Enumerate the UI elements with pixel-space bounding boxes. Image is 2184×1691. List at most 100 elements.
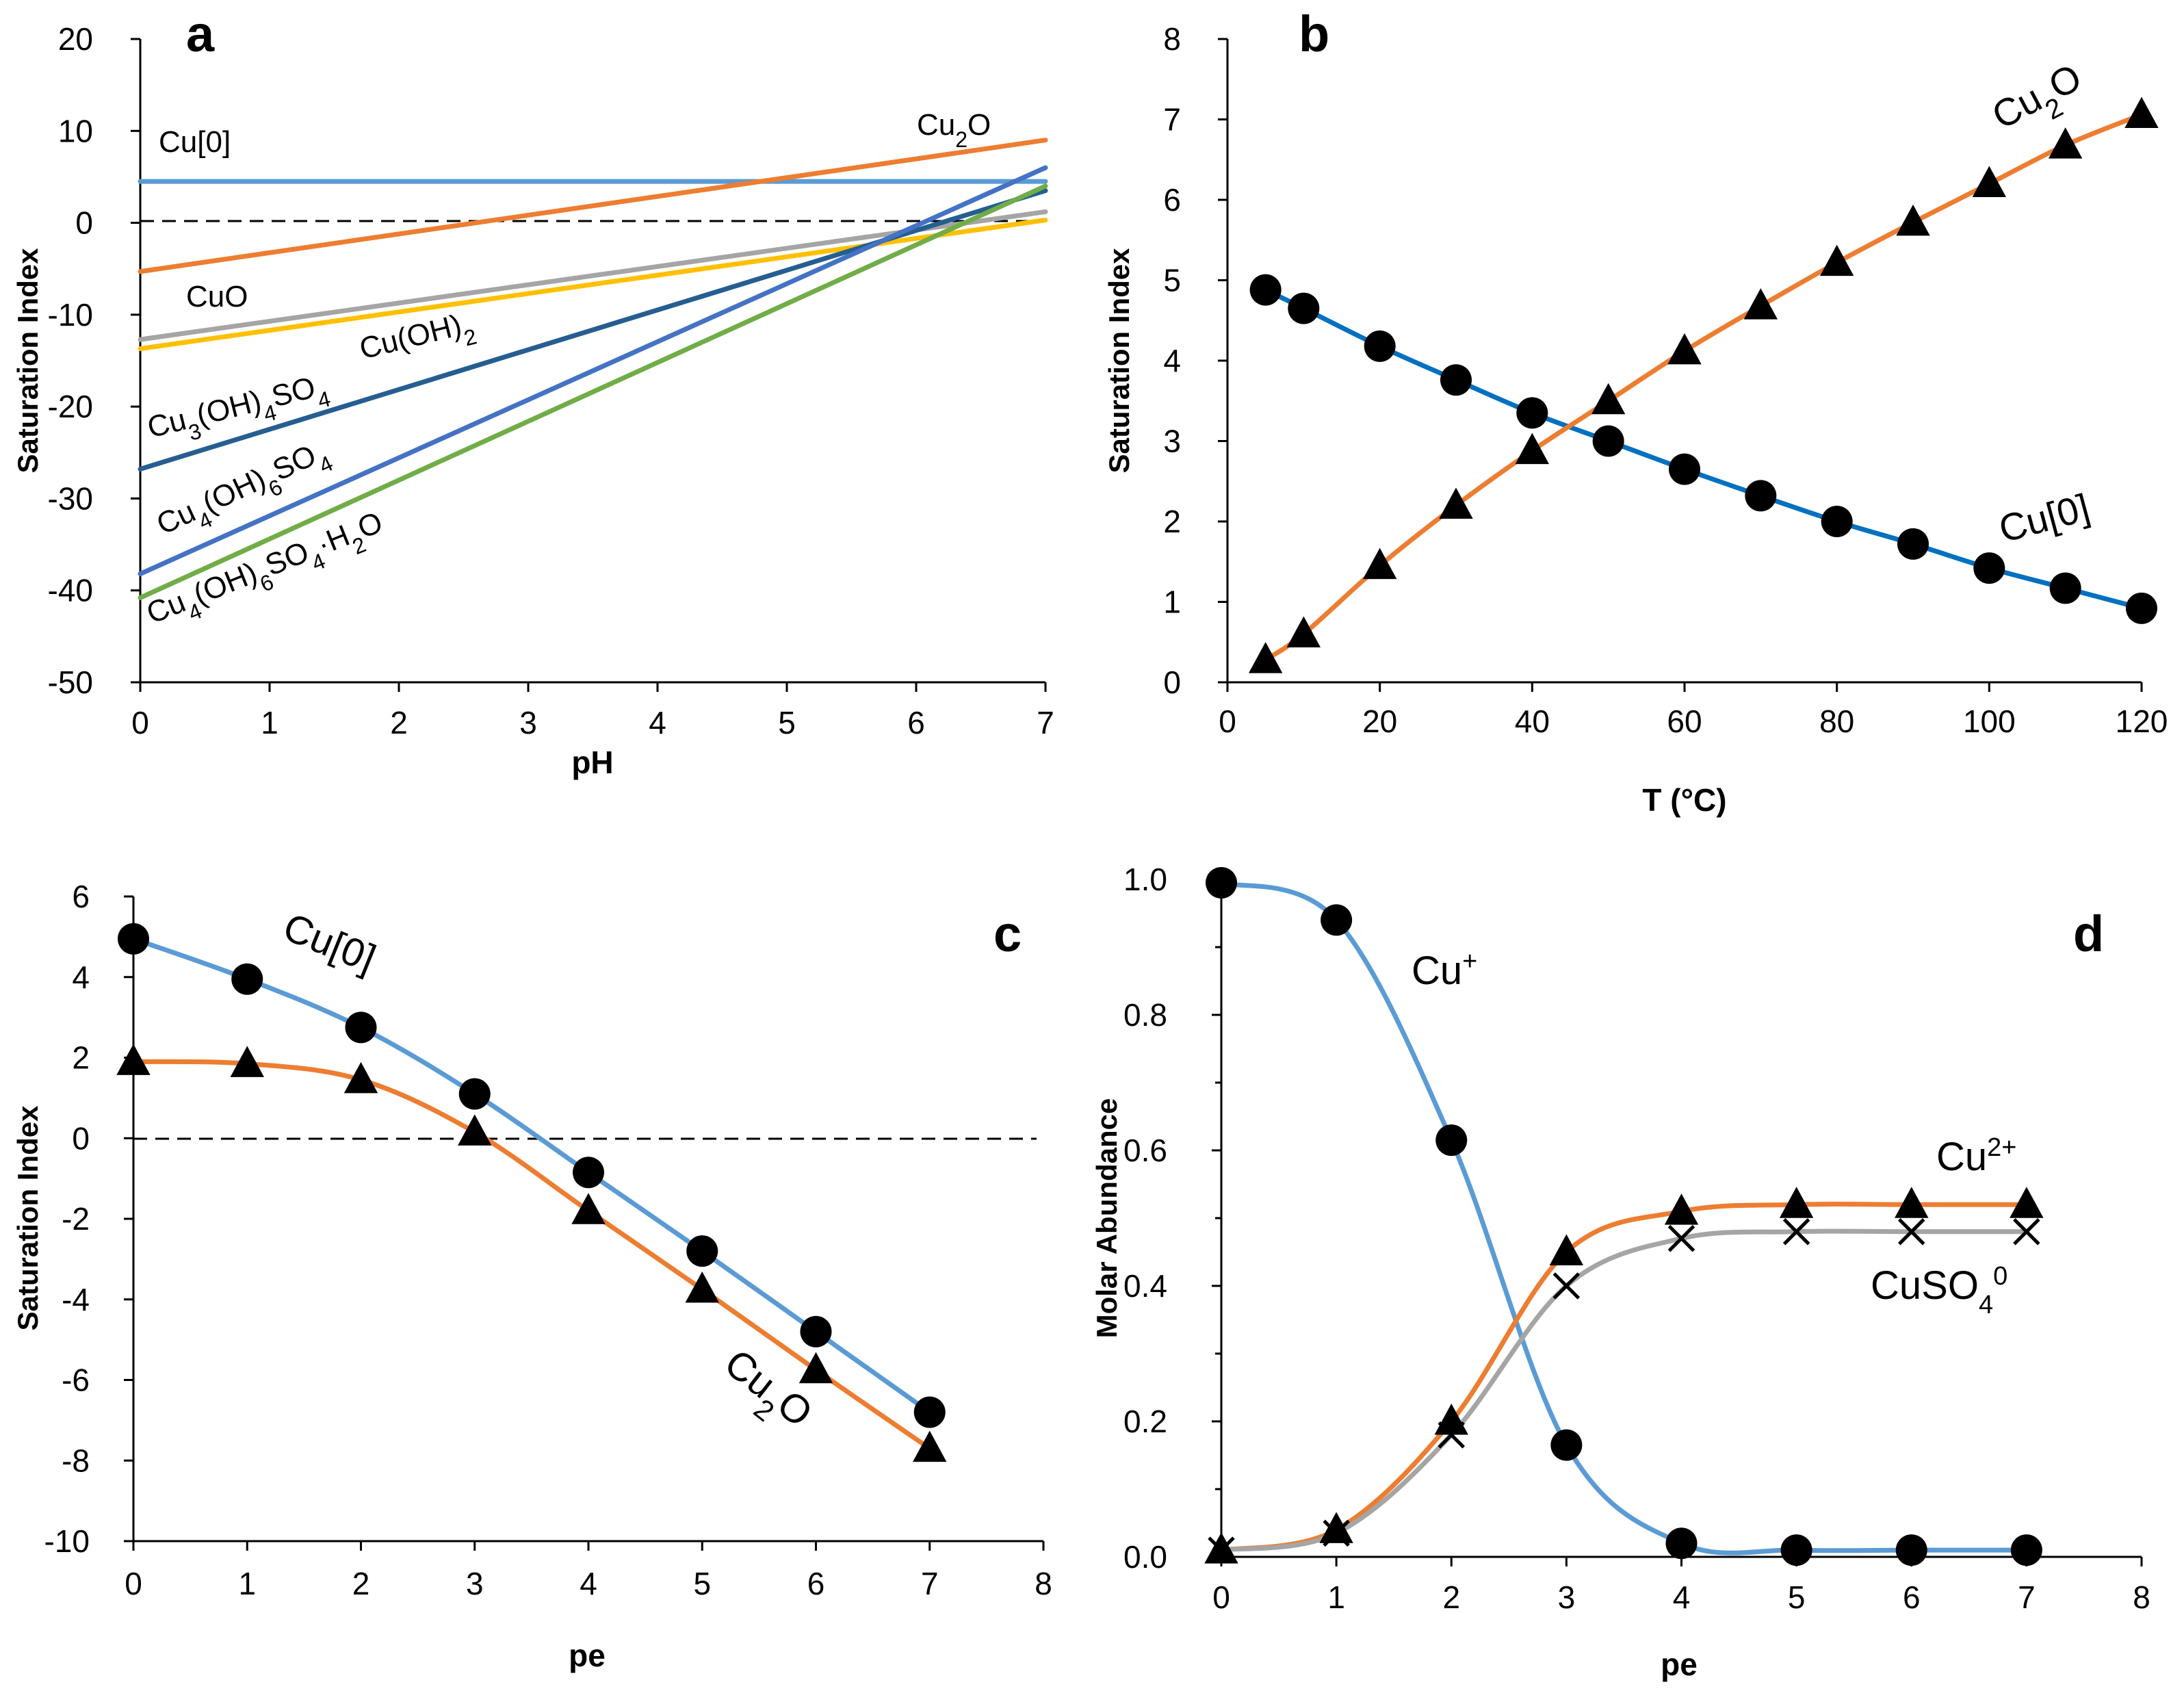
y-tick-label: 0 [72,1120,90,1156]
marker-circle-cu-0- [1440,364,1472,396]
series-line-cu2o [1263,112,2144,662]
panel-b: b 8 7 6 5 4 3 2 1 0 0 20 40 60 80 100 120 Saturation I… [1103,5,2168,818]
x-tick-label: 40 [1515,703,1550,739]
marker-circle-cu-0- [1249,274,1282,306]
marker-triangle-cu2- [1549,1234,1584,1265]
marker-circle-cu-0- [1364,330,1396,362]
marker-triangle-cu2o [1591,383,1626,415]
label-cu2o-b: Cu2O [1985,55,2094,149]
y-tick-label: -8 [62,1443,90,1478]
marker-circle-cu-0- [345,1011,377,1044]
marker-triangle-cu2o [1896,204,1930,236]
marker-triangle-cu2o [2124,96,2159,128]
x-tick-label: 7 [921,1566,939,1601]
panel-c-x-label: pe [569,1638,606,1673]
marker-x-cuso4-0 [1323,1519,1350,1547]
marker-triangle-cu2- [2010,1187,2044,1218]
panel-d: d 1.0 0.8 0.6 0.4 0.2 0.0 0 1 2 3 4 5 6 7 8 Molar Abu… [1091,862,2150,1682]
y-tick-label: 1.0 [1123,862,1167,897]
y-tick-label: 4 [72,959,90,995]
y-tick-label: 0.6 [1123,1133,1167,1168]
marker-circle-cu- [1435,1124,1468,1157]
y-tick-label: 6 [72,879,90,914]
x-tick-label: 2 [1442,1579,1460,1615]
marker-circle-cu-0- [1821,506,1853,537]
y-tick-label: 0.0 [1123,1539,1167,1575]
label-cuplus-d: Cu+ [1412,947,1477,993]
series-line-cu2o [131,1059,933,1451]
series-line-cuso4-0 [1219,1228,2029,1553]
x-tick-label: 4 [1673,1579,1691,1615]
series-line-cu2- [1219,1201,2029,1553]
marker-triangle-cu2o [913,1430,947,1462]
marker-triangle-cu2o [1667,333,1702,365]
marker-circle-cu-0- [458,1078,491,1110]
marker-circle-cu-0- [2049,572,2081,604]
marker-circle-cu- [1895,1534,1927,1566]
x-tick-label: 1 [1327,1579,1345,1615]
marker-triangle-cu2o [1439,487,1473,519]
marker-circle-cu-0- [1669,453,1700,485]
y-tick-label: 2 [1163,504,1181,539]
marker-triangle-cu2o [571,1193,606,1224]
y-tick-label: -10 [44,1523,90,1559]
label-cu0-c: Cu[0] [277,905,382,981]
panel-d-letter: d [2073,905,2104,962]
marker-circle-cu-0- [800,1315,832,1347]
x-tick-label: 60 [1667,703,1702,739]
marker-circle-cu-0- [118,922,149,955]
x-tick-label: 1 [238,1566,256,1601]
x-tick-label: 5 [693,1566,711,1601]
x-tick-label: 7 [1037,705,1054,740]
marker-circle-cu-0- [686,1235,718,1267]
x-tick-label: 0 [125,1566,142,1601]
panel-a-y-label: Saturation Index [12,248,44,474]
marker-x-cuso4-0 [2013,1218,2040,1245]
y-tick-label: -50 [48,664,93,700]
series-line-cu4-oh-6so4-h2o [138,183,1048,600]
marker-circle-cu- [1206,866,1237,899]
marker-triangle-cu2o [116,1044,151,1075]
series-line-cu2o [138,138,1048,274]
x-tick-label: 4 [649,705,666,740]
panel-b-letter: b [1299,5,1329,62]
marker-triangle-cu2- [1319,1512,1353,1543]
marker-triangle-cu2o [230,1046,264,1077]
panel-b-y-label: Saturation Index [1103,248,1135,474]
x-tick-label: 3 [466,1566,484,1601]
y-tick-label: 8 [1163,21,1181,57]
marker-circle-cu-0- [1592,425,1624,457]
panel-a-x-label: pH [571,745,613,780]
x-tick-label: 100 [1963,703,2016,739]
x-tick-label: 1 [261,705,278,740]
marker-circle-cu-0- [1745,480,1777,512]
x-tick-label: 120 [2116,703,2168,739]
x-tick-label: 0 [1212,1579,1230,1615]
y-tick-label: -4 [62,1282,90,1317]
panel-d-x-label: pe [1661,1647,1698,1682]
x-tick-label: 2 [390,705,408,740]
marker-circle-cu- [1321,904,1353,936]
marker-x-cuso4-0 [1782,1218,1810,1245]
y-tick-label: 0 [75,205,93,241]
label-cu2o-c: Cu2O [708,1341,820,1446]
marker-circle-cu-0- [573,1157,604,1189]
x-tick-label: 6 [807,1566,825,1601]
label-cuso4-d: CuSO40 [1871,1262,2007,1319]
label-cuo-a: CuO [186,280,248,313]
marker-triangle-cu2o [1515,433,1550,465]
y-tick-label: 0.4 [1123,1268,1167,1304]
marker-triangle-cu2o [685,1272,719,1303]
y-tick-label: 10 [58,113,93,149]
marker-circle-cu-0- [2126,592,2157,624]
marker-triangle-cu2o [1248,642,1283,673]
panel-a-letter: a [186,5,215,62]
y-tick-label: 2 [72,1040,90,1076]
marker-x-cuso4-0 [1208,1536,1235,1564]
series-line-cu-oh-2 [138,218,1048,352]
marker-circle-cu-0- [913,1396,946,1428]
marker-circle-cu-0- [231,963,263,995]
label-cu2o-a: Cu2O [917,108,991,152]
marker-circle-cu-0- [1516,397,1548,429]
